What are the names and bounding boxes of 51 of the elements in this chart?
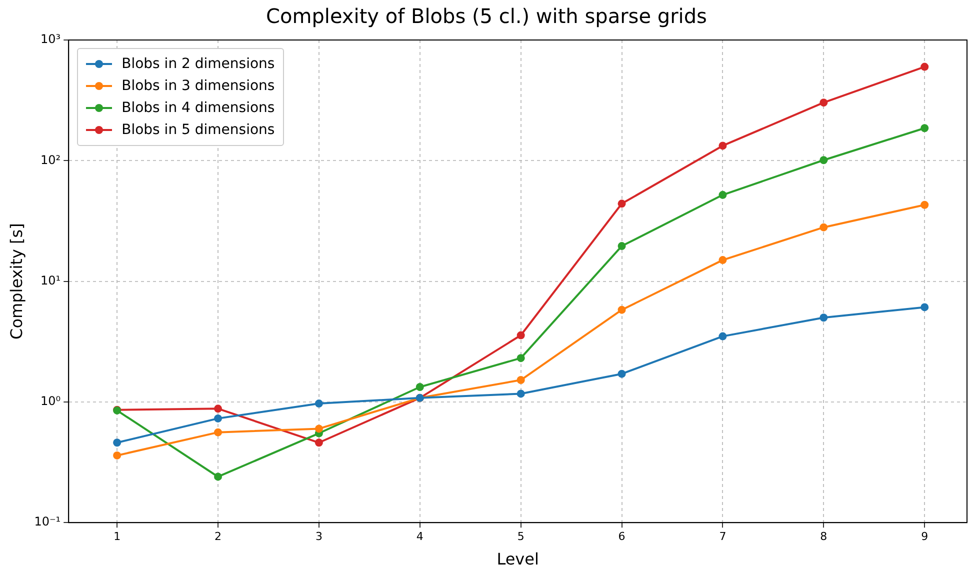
point — [113, 451, 122, 460]
x-tick-label: 7 — [719, 530, 726, 544]
point — [314, 400, 323, 408]
point — [718, 142, 727, 150]
x-tick-label: 9 — [921, 530, 928, 544]
point — [516, 390, 525, 398]
point — [618, 370, 626, 378]
point — [920, 62, 929, 71]
point — [920, 200, 929, 209]
point — [113, 438, 122, 447]
legend-label: Blobs in 5 dimensions — [122, 121, 275, 140]
y-tick-label: 10⁰ — [40, 394, 61, 408]
point — [516, 376, 525, 384]
x-tick-label: 4 — [416, 530, 424, 544]
x-tick-label: 6 — [618, 530, 626, 544]
x-tick-label: 8 — [820, 530, 828, 544]
y-tick-label: 10² — [40, 152, 61, 167]
x-tick-label: 5 — [517, 530, 524, 544]
point — [618, 200, 626, 208]
point — [516, 331, 525, 340]
point — [820, 156, 828, 164]
x-tick-label: 2 — [214, 530, 222, 544]
point — [416, 383, 424, 392]
y-tick-label: 10³ — [40, 32, 61, 46]
legend-label: Blobs in 2 dimensions — [122, 55, 275, 74]
point — [718, 256, 727, 264]
point — [214, 404, 222, 413]
point — [214, 428, 222, 436]
point — [820, 98, 828, 107]
point — [718, 190, 727, 199]
x-axis-title: Level — [496, 550, 539, 569]
legend-label: Blobs in 3 dimensions — [122, 77, 275, 96]
y-axis-title: Complexity [s] — [6, 223, 26, 340]
point — [516, 354, 525, 362]
chart-title: Complexity of Blobs (5 cl.) with sparse grids — [266, 4, 707, 28]
point — [820, 223, 828, 232]
point — [920, 303, 929, 312]
point — [618, 242, 626, 250]
point — [820, 314, 828, 322]
point — [214, 472, 222, 481]
point — [314, 424, 323, 433]
x-tick-label: 3 — [315, 530, 322, 544]
point — [718, 332, 727, 340]
point — [314, 438, 323, 447]
y-tick-label: 10⁻¹ — [34, 514, 61, 529]
point — [618, 306, 626, 314]
legend-label: Blobs in 4 dimensions — [122, 99, 275, 118]
point — [214, 414, 222, 422]
y-tick-label: 10¹ — [40, 273, 61, 288]
point — [920, 124, 929, 132]
x-tick-label: 1 — [114, 530, 121, 544]
